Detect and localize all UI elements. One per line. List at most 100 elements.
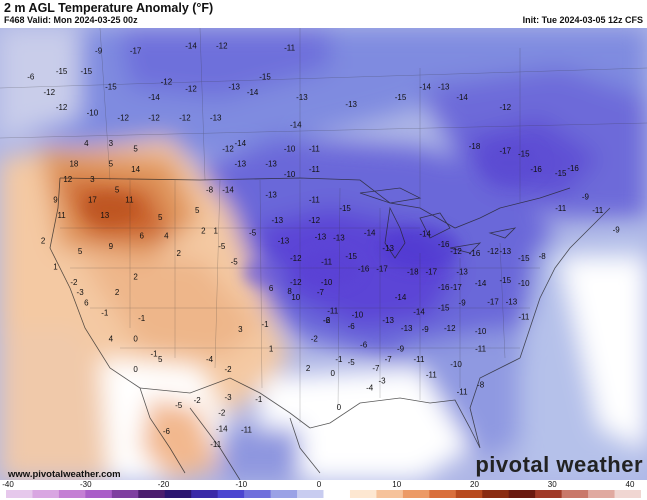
anomaly-label: -4 [206,355,214,364]
anomaly-label: -9 [613,225,621,234]
anomaly-label: 0 [330,369,335,378]
anomaly-label: -12 [500,103,512,112]
anomaly-label: 8 [287,287,292,296]
anomaly-label: -14 [475,279,487,288]
colorbar-swatch [191,490,219,498]
anomaly-label: 5 [195,206,200,215]
anomaly-label: -8 [206,185,214,194]
anomaly-label: 4 [84,139,89,148]
anomaly-label: -2 [194,396,202,405]
anomaly-label: -2 [70,278,78,287]
anomaly-label: -7 [385,355,393,364]
anomaly-label: -14 [456,93,468,102]
anomaly-label: -11 [309,165,321,174]
anomaly-label: -9 [422,325,430,334]
anomaly-label: 3 [238,325,243,334]
colorbar-swatch [508,490,536,498]
anomaly-label: -16 [358,265,370,274]
anomaly-label: 6 [269,284,274,293]
colorbar-swatch [111,490,139,498]
anomaly-label: -12 [450,247,462,256]
anomaly-label: 5 [78,247,83,256]
gulf-coastline [309,357,521,449]
anomaly-label: -11 [210,440,222,449]
anomaly-label: 2 [306,364,311,373]
anomaly-labels: -9 -17-14 -12 -11-6-15 -15-12-15-12-14-12 -13… [27,42,620,450]
colorbar-tick-label: -20 [157,480,170,489]
anomaly-label: -9 [459,298,467,307]
anomaly-label: -10 [518,279,530,288]
anomaly-label: -15 [518,254,530,263]
anomaly-detail [82,143,540,287]
anomaly-label: -12 [309,216,321,225]
colorbar-tick-label: 30 [547,480,557,489]
anomaly-label: -6 [323,316,331,325]
colorbar-swatch [323,490,351,498]
anomaly-label: 5 [109,160,114,169]
anomaly-label: 10 [291,293,300,302]
anomaly-label: -1 [261,320,269,329]
anomaly-label: -11 [426,370,438,379]
anomaly-label: -1 [255,395,263,404]
lake-ontario [488,227,517,239]
lake-superior [359,187,422,204]
anomaly-label: 4 [109,334,114,343]
colorbar-tick-label: 0 [316,480,322,489]
anomaly-label: -12 [44,88,56,97]
anomaly-label: -15 [500,276,512,285]
anomaly-label: -9 [95,47,103,56]
anomaly-label: -16 [530,165,542,174]
anomaly-label: 12 [63,175,72,184]
anomaly-label: -3 [77,288,85,297]
map-title: 2 m AGL Temperature Anomaly (°F) [4,1,214,15]
anomaly-label: -16 [438,240,450,249]
anomaly-label: 0 [133,334,138,343]
anomaly-label: -2 [323,316,331,325]
colorbar-swatch [561,490,589,498]
anomaly-label: -11 [475,345,487,354]
anomaly-label: -13 [345,100,357,109]
anomaly-label: -11 [321,257,333,266]
anomaly-label: -14 [222,185,234,194]
anomaly-map: -9 -17 -14 -12 -11 -6 -15 -15 -12 -15 -12 -14 -12 -13… [0,28,647,480]
anomaly-label: 11 [125,196,134,205]
anomaly-label: -10 [321,278,333,287]
init-time: Init: Tue 2024-03-05 12z CFS [522,15,643,25]
anomaly-label: -11 [555,204,567,213]
us-canada-border [59,177,571,229]
mexico-east-coastline [289,417,321,474]
anomaly-label: 0 [337,403,342,412]
anomaly-label: 17 [88,196,97,205]
anomaly-label: -12 [222,144,234,153]
state-lines [0,28,647,423]
anomaly-label: -13 [382,316,394,325]
anomaly-label: -13 [315,233,327,242]
anomaly-label: -15 [105,83,117,92]
colorbar-swatch [32,490,60,498]
anomaly-label: -10 [450,360,462,369]
anomaly-label: -17 [487,297,499,306]
anomaly-label: 1 [53,262,58,271]
anomaly-label: -17 [376,265,388,274]
colorbar-tick-label: 40 [625,480,635,489]
colorbar-swatch [429,490,457,498]
anomaly-label: -14 [216,425,228,434]
anomaly-label: -5 [175,401,183,410]
anomaly-label: -7 [372,364,380,373]
anomaly-label: -13 [235,160,247,169]
anomaly-label: -18 [469,142,481,151]
anomaly-label: -10 [284,170,296,179]
anomaly-label: -2 [218,408,226,417]
anomaly-label: -6 [27,72,35,81]
lake-erie [449,242,482,254]
header: 2 m AGL Temperature Anomaly (°F) F468 Va… [0,0,647,28]
watermark: www.pivotalweather.com [8,469,121,480]
anomaly-label: -6 [348,322,356,331]
anomaly-label: 14 [131,165,140,174]
anomaly-label: -15 [345,252,357,261]
colorbar-tick-label: -30 [79,480,92,489]
anomaly-label: -12 [216,42,228,51]
anomaly-label: -14 [290,121,302,130]
anomaly-label: 5 [158,355,163,364]
anomaly-label: 5 [158,213,163,222]
